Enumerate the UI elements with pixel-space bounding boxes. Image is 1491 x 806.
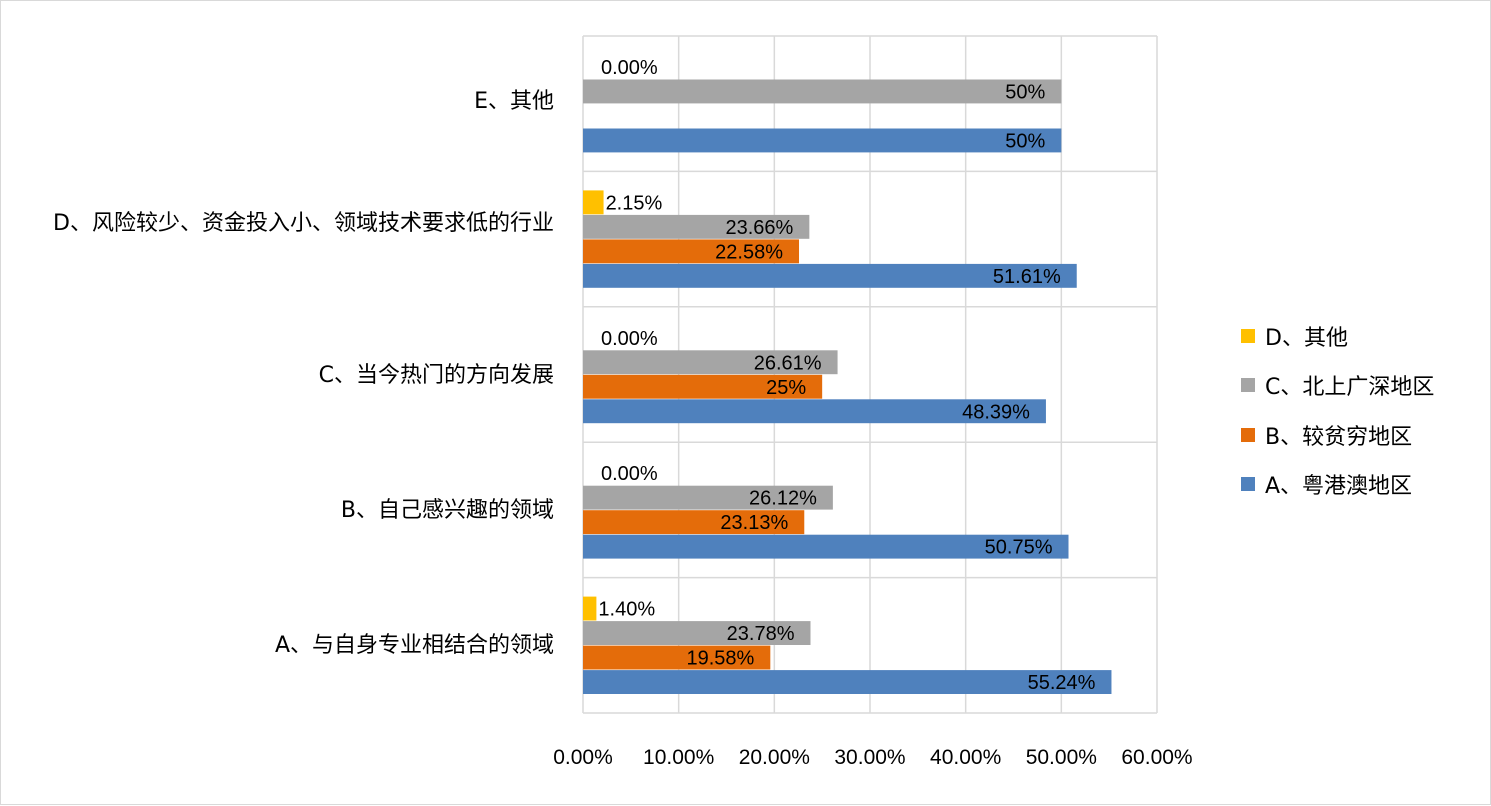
- bar: [583, 239, 800, 264]
- bar: [583, 190, 604, 215]
- x-tick-label: 30.00%: [834, 746, 905, 769]
- bar: [583, 670, 1112, 694]
- bar: [583, 263, 1077, 288]
- legend-swatch-c: [1241, 378, 1255, 393]
- data-label: 48.39%: [962, 401, 1030, 423]
- x-tick-label: 40.00%: [930, 746, 1001, 769]
- data-label: 23.66%: [726, 217, 794, 239]
- legend-swatch-a: [1241, 477, 1255, 492]
- data-label: 0.00%: [601, 57, 658, 79]
- data-label: 0.00%: [601, 328, 658, 350]
- data-label: 2.15%: [606, 192, 663, 214]
- x-tick-label: 50.00%: [1026, 746, 1097, 769]
- bar: [583, 128, 1062, 153]
- data-label: 23.13%: [720, 512, 788, 534]
- data-label: 25%: [766, 377, 806, 399]
- category-label-b: B、自己感兴趣的领域: [340, 498, 554, 523]
- data-label: 19.58%: [686, 648, 754, 670]
- category-label-c: C、当今热门的方向发展: [318, 363, 554, 388]
- bar: [583, 79, 1062, 104]
- category-label-d: D、风险较少、资金投入小、领域技术要求低的行业: [53, 211, 554, 236]
- data-label: 23.78%: [727, 623, 795, 645]
- data-label: 0.00%: [601, 463, 658, 485]
- bar: [583, 510, 805, 535]
- data-label: 26.12%: [749, 488, 817, 510]
- bar: [583, 645, 771, 670]
- legend: D、其他 C、北上广深地区 B、较贫穷地区 A、粤港澳地区: [1241, 311, 1434, 509]
- legend-label-c: C、北上广深地区: [1265, 375, 1435, 401]
- bar: [583, 534, 1069, 559]
- legend-swatch-d: [1241, 328, 1255, 343]
- data-label: 26.61%: [754, 352, 822, 374]
- bar: [583, 596, 597, 621]
- data-label: 55.24%: [1028, 672, 1096, 694]
- data-label: 51.61%: [993, 266, 1061, 288]
- legend-label-a: A、粤港澳地区: [1265, 474, 1413, 500]
- legend-swatch-b: [1241, 427, 1255, 442]
- data-label: 50%: [1005, 81, 1045, 103]
- data-label: 22.58%: [715, 241, 783, 263]
- data-label: 50.75%: [985, 537, 1053, 559]
- legend-item-d: D、其他: [1241, 311, 1434, 361]
- bar: [583, 399, 1046, 424]
- bar: [583, 374, 823, 399]
- legend-item-c: C、北上广深地区: [1241, 361, 1434, 411]
- x-tick-label: 0.00%: [553, 746, 613, 769]
- x-tick-label: 60.00%: [1121, 746, 1192, 769]
- legend-item-a: A、粤港澳地区: [1241, 460, 1434, 510]
- bar: [583, 621, 811, 645]
- x-tick-label: 10.00%: [643, 746, 714, 769]
- bar: [583, 214, 810, 239]
- x-tick-label: 20.00%: [739, 746, 810, 769]
- legend-item-b: B、较贫穷地区: [1241, 410, 1434, 460]
- data-label: 1.40%: [598, 599, 655, 621]
- legend-label-d: D、其他: [1265, 325, 1348, 351]
- bar: [583, 485, 833, 510]
- category-label-a: A、与自身专业相结合的领域: [274, 633, 554, 658]
- category-label-e: E、其他: [474, 89, 554, 114]
- data-label: 50%: [1005, 130, 1045, 152]
- bar: [583, 350, 838, 375]
- legend-label-b: B、较贫穷地区: [1265, 424, 1413, 450]
